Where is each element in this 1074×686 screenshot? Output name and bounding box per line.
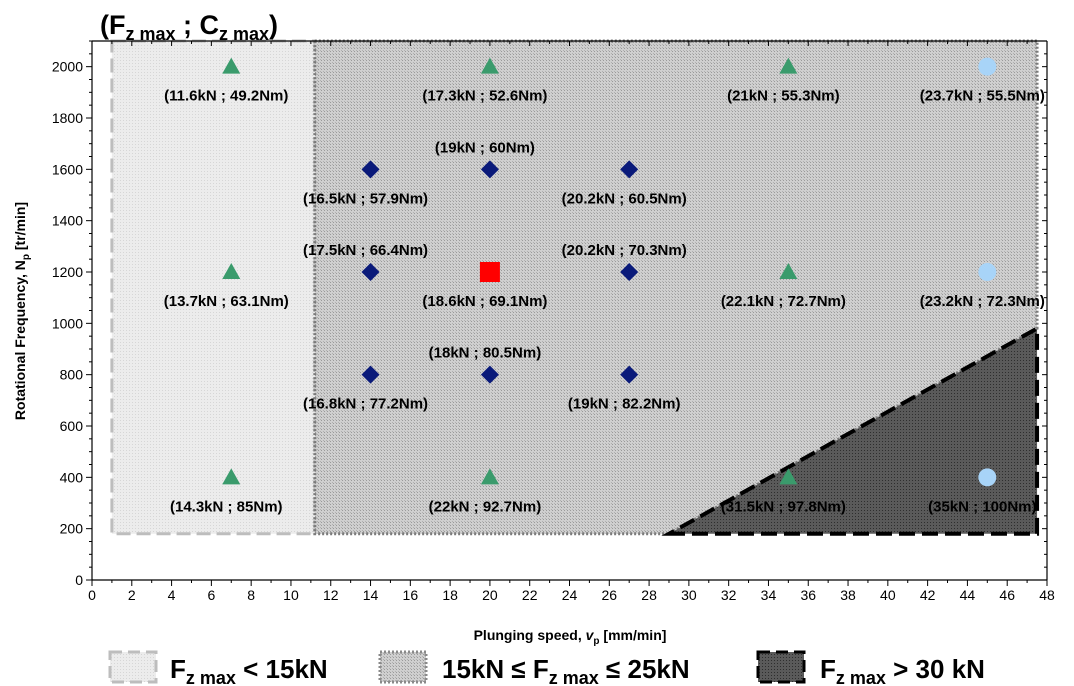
y-axis-label: Rotational Frequency, Np [tr/min] <box>12 202 32 420</box>
diamond-marker <box>480 160 499 179</box>
point-label: (23.7kN ; 55.5Nm) <box>920 88 1045 105</box>
y-tick-label: 1200 <box>52 264 83 280</box>
x-tick-label: 24 <box>562 587 578 603</box>
zone-low <box>110 39 317 536</box>
legend-item-high: Fz max > 30 kN <box>756 650 985 686</box>
legend-item-low: Fz max < 15kN <box>108 650 328 686</box>
legend-swatch-high <box>756 650 806 684</box>
triangle-marker <box>222 468 241 485</box>
legend-label-high: Fz max > 30 kN <box>820 654 985 686</box>
x-tick-label: 10 <box>283 587 299 603</box>
x-tick-label: 46 <box>999 587 1015 603</box>
legend: Fz max < 15kN 15kN ≤ Fz max ≤ 25kN Fz ma… <box>108 650 985 686</box>
point-label: (31.5kN ; 97.8Nm) <box>721 498 846 515</box>
x-tick-label: 44 <box>960 587 976 603</box>
x-tick-label: 30 <box>681 587 697 603</box>
x-tick-label: 12 <box>323 587 339 603</box>
y-tick-label: 800 <box>60 367 84 383</box>
point-label: (18kN ; 80.5Nm) <box>429 345 542 362</box>
x-axis-label: Plunging speed, vp [mm/min] <box>474 627 667 647</box>
point-label: (20.2kN ; 70.3Nm) <box>562 242 687 259</box>
point-label: (16.5kN ; 57.9Nm) <box>303 190 428 207</box>
circle-marker <box>978 468 997 487</box>
point-label: (23.2kN ; 72.3Nm) <box>920 293 1045 310</box>
y-tick-label: 400 <box>60 469 84 485</box>
x-tick-label: 4 <box>168 587 176 603</box>
zone-high <box>661 325 1040 536</box>
point-label: (16.8kN ; 77.2Nm) <box>303 396 428 413</box>
point-label: (18.6kN ; 69.1Nm) <box>422 293 547 310</box>
triangle-marker <box>779 468 798 485</box>
x-tick-label: 38 <box>840 587 856 603</box>
point-label: (22kN ; 92.7Nm) <box>429 498 542 515</box>
triangle-marker <box>480 57 499 74</box>
x-tick-label: 20 <box>482 587 498 603</box>
zones-layer <box>110 39 1040 536</box>
diamond-marker <box>620 365 639 384</box>
x-tick-label: 48 <box>1039 587 1055 603</box>
x-tick-label: 18 <box>442 587 458 603</box>
x-tick-label: 6 <box>207 587 215 603</box>
diamond-marker <box>361 160 380 179</box>
diamond-marker <box>361 365 380 384</box>
point-label: (19kN ; 82.2Nm) <box>568 396 681 413</box>
x-tick-label: 28 <box>641 587 657 603</box>
point-label: (11.6kN ; 49.2Nm) <box>164 88 288 105</box>
point-label: (19kN ; 60Nm) <box>435 139 535 156</box>
circle-marker <box>978 57 997 76</box>
chart-title: (Fz max ; Cz max) <box>100 10 278 44</box>
y-tick-label: 1600 <box>52 161 83 177</box>
x-tick-label: 0 <box>88 587 96 603</box>
x-tick-label: 34 <box>761 587 777 603</box>
x-tick-label: 2 <box>128 587 136 603</box>
point-label: (20.2kN ; 60.5Nm) <box>562 190 687 207</box>
y-tick-label: 1400 <box>52 213 83 229</box>
diamond-marker <box>480 365 499 384</box>
legend-swatch-low <box>108 650 158 684</box>
point-label: (17.3kN ; 52.6Nm) <box>422 88 547 105</box>
points-layer <box>222 57 997 487</box>
point-label: (21kN ; 55.3Nm) <box>727 88 840 105</box>
x-tick-label: 14 <box>363 587 379 603</box>
y-tick-label: 0 <box>75 572 83 588</box>
x-tick-label: 32 <box>721 587 737 603</box>
y-tick-label: 2000 <box>52 59 83 75</box>
triangle-marker <box>222 57 241 74</box>
point-label: (22.1kN ; 72.7Nm) <box>721 293 846 310</box>
diamond-marker <box>361 263 380 281</box>
y-tick-label: 600 <box>60 418 84 434</box>
legend-item-mid: 15kN ≤ Fz max ≤ 25kN <box>378 650 690 686</box>
triangle-marker <box>779 57 798 74</box>
y-tick-label: 1800 <box>52 110 83 126</box>
point-label: (14.3kN ; 85Nm) <box>170 498 283 515</box>
diamond-marker <box>620 263 639 281</box>
x-tick-label: 16 <box>403 587 419 603</box>
x-tick-label: 40 <box>880 587 896 603</box>
point-label: (35kN ; 100Nm) <box>928 498 1036 515</box>
triangle-marker <box>222 263 241 279</box>
point-label: (13.7kN ; 63.1Nm) <box>164 293 289 310</box>
labels-layer: (11.6kN ; 49.2Nm) (17.3kN ; 52.6Nm) (21kN … <box>164 88 1045 516</box>
diamond-marker <box>620 160 639 179</box>
y-tick-label: 1000 <box>52 315 83 331</box>
x-tick-label: 36 <box>800 587 816 603</box>
legend-label-mid: 15kN ≤ Fz max ≤ 25kN <box>442 654 690 686</box>
triangle-marker <box>779 263 798 279</box>
x-tick-label: 42 <box>920 587 936 603</box>
axes-layer: 0 2 4 6 8 10 12 14 16 18 20 22 24 26 28 30 32 34 36 38 40 42 4… <box>52 40 1055 603</box>
x-tick-label: 22 <box>522 587 538 603</box>
legend-label-low: Fz max < 15kN <box>170 654 328 686</box>
legend-swatch-mid <box>378 650 428 684</box>
square-marker <box>479 262 500 282</box>
point-label: (17.5kN ; 66.4Nm) <box>303 242 428 259</box>
y-tick-label: 200 <box>60 521 84 537</box>
circle-marker <box>978 263 997 281</box>
x-tick-label: 26 <box>602 587 618 603</box>
x-tick-label: 8 <box>247 587 255 603</box>
triangle-marker <box>480 468 499 485</box>
